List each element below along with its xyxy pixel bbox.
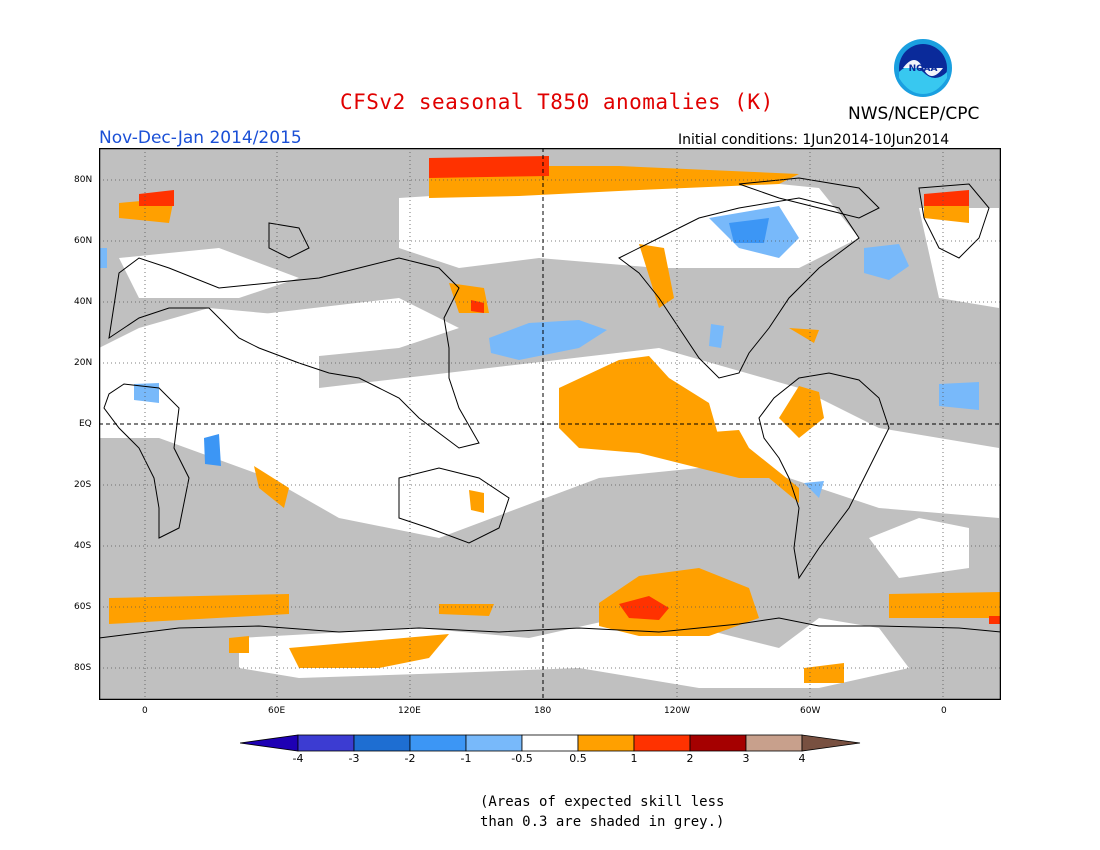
lat-label: EQ: [79, 419, 92, 429]
colorbar: [240, 734, 861, 752]
lon-label: 180: [534, 706, 552, 716]
lon-label: 120W: [664, 706, 691, 716]
colorbar-label: 1: [630, 752, 638, 765]
colorbar-label: 2: [686, 752, 694, 765]
colorbar-swatch: [633, 734, 691, 752]
colorbar-swatch: [409, 734, 467, 752]
noaa-logo-icon: NOAA: [894, 39, 952, 97]
lat-label: 80N: [74, 175, 93, 185]
colorbar-swatch: [689, 734, 747, 752]
lon-label: 120E: [398, 706, 421, 716]
colorbar-label: -1: [460, 752, 472, 765]
colorbar-label: 0.5: [569, 752, 587, 765]
colorbar-swatch: [297, 734, 355, 752]
colorbar-swatch: [745, 734, 803, 752]
colorbar-label: 3: [742, 752, 750, 765]
agency-label: NWS/NCEP/CPC: [848, 104, 980, 124]
lat-label: 60S: [74, 602, 92, 612]
footnote-line: (Areas of expected skill less: [480, 794, 725, 810]
chart-title: CFSv2 seasonal T850 anomalies (K): [340, 90, 774, 114]
colorbar-swatch: [353, 734, 411, 752]
lat-label: 40N: [74, 297, 93, 307]
lat-label: 80S: [74, 663, 92, 673]
colorbar-swatch: [465, 734, 523, 752]
red-orange-regions: [139, 156, 1001, 624]
initial-conditions-label: Initial conditions: 1Jun2014-10Jun2014: [678, 132, 950, 148]
map-frame: [99, 148, 1001, 700]
equator-dateline: [99, 148, 1001, 700]
footnote-line: than 0.3 are shaded in grey.): [480, 814, 725, 830]
colorbar-label: -2: [404, 752, 416, 765]
lat-label: 20N: [74, 358, 93, 368]
lon-label: 60W: [800, 706, 821, 716]
colorbar-swatch: [240, 734, 299, 752]
lat-label: 60N: [74, 236, 93, 246]
logo-text: NOAA: [909, 64, 938, 74]
colorbar-swatch: [577, 734, 635, 752]
medium-blue-regions: [204, 218, 769, 466]
colorbar-label: -3: [348, 752, 360, 765]
lon-label: 60E: [268, 706, 286, 716]
lat-label: 40S: [74, 541, 92, 551]
orange-regions: [109, 166, 1001, 683]
lon-label: 0: [941, 706, 947, 716]
colorbar-label: -4: [292, 752, 304, 765]
season-label: Nov-Dec-Jan 2014/2015: [99, 128, 302, 148]
anomaly-map: [99, 148, 1001, 700]
lon-label: 0: [142, 706, 148, 716]
colorbar-label: -0.5: [511, 752, 533, 765]
coastlines: [99, 177, 1001, 639]
colorbar-swatch: [801, 734, 861, 752]
colorbar-label: 4: [798, 752, 806, 765]
colorbar-swatch: [521, 734, 579, 752]
skill-footnote: (Areas of expected skill less than 0.3 a…: [480, 792, 724, 832]
lat-label: 20S: [74, 480, 92, 490]
